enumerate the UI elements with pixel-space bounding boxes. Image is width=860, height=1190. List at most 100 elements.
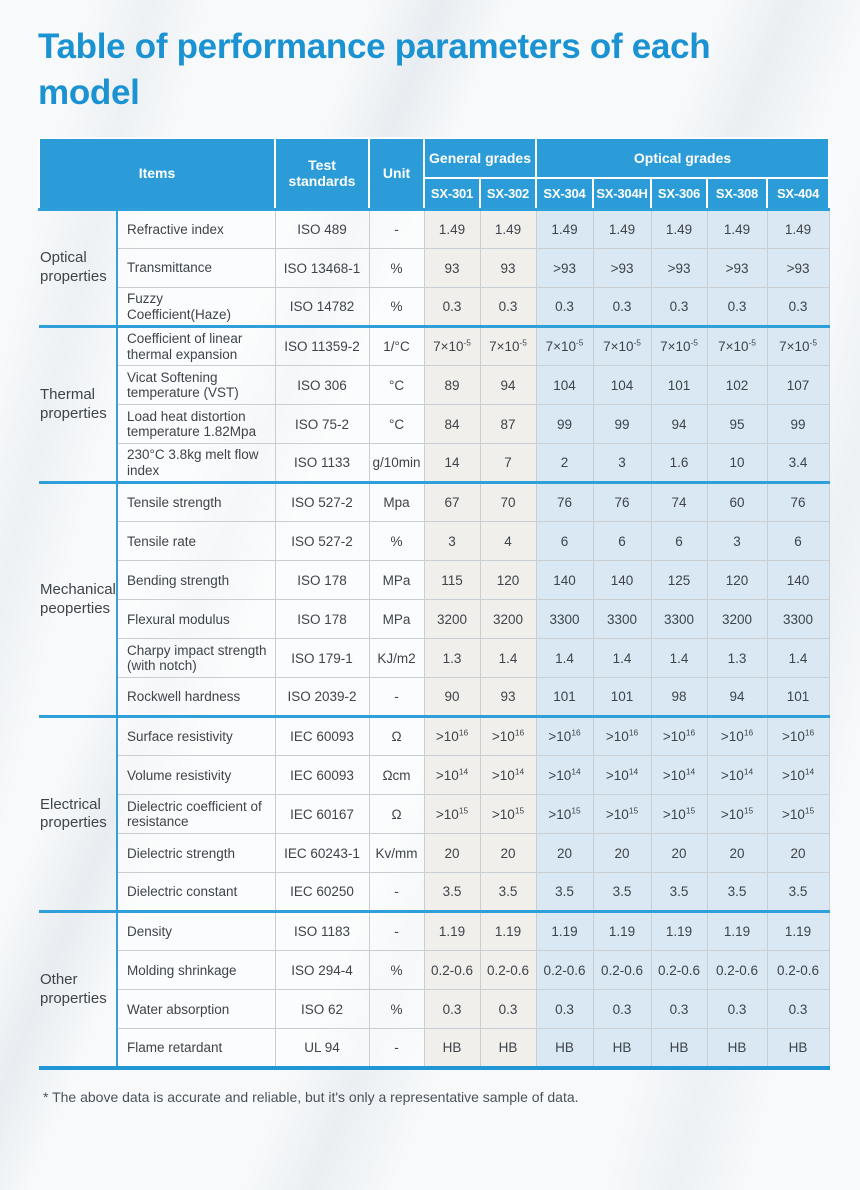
cell-item: Refractive index — [116, 209, 276, 250]
section-other-properties: Other properties Density ISO 1183-1.19 1.19… — [39, 911, 830, 1069]
cell-value: 99 — [766, 404, 830, 445]
cell-value: 7×10-5 — [650, 326, 708, 367]
cell-unit: Ωcm — [368, 755, 425, 796]
section-label: Thermal properties — [39, 326, 118, 483]
cell-value: >93 — [535, 248, 594, 289]
table-header: Items Test standards Unit General grades… — [37, 136, 831, 211]
header-row-models: SX-301 SX-302 SX-304 SX-304H SX-306 SX-3… — [39, 176, 831, 211]
cell-value: 3300 — [592, 599, 652, 640]
table-row: Mechanical peoperties Tensile strength ISO… — [39, 482, 830, 717]
cell-value: 1.19 — [766, 911, 830, 952]
section-electrical-properties: Electrical properties Surface resistivity… — [39, 716, 830, 913]
cell-value: 1.19 — [650, 911, 708, 952]
cell-value: 14 — [423, 443, 481, 484]
cell-unit: % — [368, 950, 425, 991]
table-row: Other properties Density ISO 1183-1.19 1.19… — [39, 911, 830, 1068]
cell-value: 99 — [535, 404, 594, 445]
cell-standard: ISO 179-1 — [274, 638, 370, 679]
cell-value: 1.4 — [766, 638, 830, 679]
cell-value: >1015 — [423, 794, 481, 835]
cell-value: 0.3 — [766, 989, 830, 1030]
cell-value: 0.3 — [479, 989, 537, 1030]
cell-unit: KJ/m2 — [368, 638, 425, 679]
cell-value: 1.19 — [706, 911, 768, 952]
cell-value: 94 — [706, 677, 768, 718]
cell-value: 120 — [706, 560, 768, 601]
cell-value: >1015 — [650, 794, 708, 835]
section-mechanical-peoperties: Mechanical peoperties Tensile strength ISO… — [39, 482, 830, 718]
cell-item: Transmittance — [116, 248, 276, 289]
cell-value: HB — [650, 1028, 708, 1069]
cell-standard: ISO 489 — [274, 209, 370, 250]
cell-value: 140 — [592, 560, 652, 601]
cell-unit: Mpa — [368, 482, 425, 523]
cell-value: 3.5 — [592, 872, 652, 913]
cell-item: Fuzzy Coefficient(Haze) — [116, 287, 276, 328]
cell-value: 120 — [479, 560, 537, 601]
cell-value: HB — [706, 1028, 768, 1069]
cell-value: >93 — [766, 248, 830, 289]
header-test-standards: Test standards — [274, 136, 371, 211]
cell-unit: - — [368, 677, 425, 718]
cell-value: >1015 — [592, 794, 652, 835]
cell-value: 0.3 — [535, 287, 594, 328]
table-row: Flexural modulus ISO 178 MPa 3200 3200 3300 33… — [39, 599, 830, 640]
cell-value: 90 — [423, 677, 481, 718]
table-row: Fuzzy Coefficient(Haze) ISO 14782% 0.3 0.3 0… — [39, 287, 830, 328]
table-row: Charpy impact strength (with notch) ISO 1… — [39, 638, 830, 679]
cell-value: 7×10-5 — [766, 326, 830, 367]
table-row: Electrical properties Surface resistivity… — [39, 716, 830, 912]
cell-value: 6 — [766, 521, 830, 562]
cell-standard: IEC 60243-1 — [274, 833, 370, 874]
cell-value: 7×10-5 — [423, 326, 481, 367]
cell-value: 0.3 — [766, 287, 830, 328]
cell-unit: - — [368, 911, 425, 952]
cell-value: 0.3 — [479, 287, 537, 328]
cell-item: Tensile rate — [116, 521, 276, 562]
cell-value: 0.3 — [535, 989, 594, 1030]
cell-value: 95 — [706, 404, 768, 445]
cell-standard: ISO 178 — [274, 599, 370, 640]
table-row: Dielectric strength IEC 60243-1 Kv/mm 20 20 2… — [39, 833, 830, 874]
cell-value: 101 — [650, 365, 708, 406]
cell-unit: Kv/mm — [368, 833, 425, 874]
table-row: Tensile rate ISO 527-2% 3 4 6 6 6 3 6 — [39, 521, 830, 562]
cell-value: 101 — [535, 677, 594, 718]
cell-unit: % — [368, 287, 425, 328]
cell-value: 1.4 — [592, 638, 652, 679]
cell-value: >1015 — [535, 794, 594, 835]
table-row: Water absorption ISO 62% 0.3 0.3 0.3 0.3 0.3 0.… — [39, 989, 830, 1030]
cell-unit: MPa — [368, 560, 425, 601]
cell-unit: 1/°C — [368, 326, 425, 367]
cell-value: 99 — [592, 404, 652, 445]
cell-standard: ISO 178 — [274, 560, 370, 601]
header-model-sx-302: SX-302 — [479, 176, 538, 211]
cell-value: HB — [479, 1028, 537, 1069]
cell-value: 3200 — [423, 599, 481, 640]
cell-value: 94 — [650, 404, 708, 445]
cell-value: 0.2-0.6 — [650, 950, 708, 991]
cell-value: 1.4 — [479, 638, 537, 679]
cell-value: 20 — [706, 833, 768, 874]
cell-item: Vicat Softening temperature (VST) — [116, 365, 276, 406]
cell-unit: % — [368, 989, 425, 1030]
cell-value: 2 — [535, 443, 594, 484]
cell-value: 1.19 — [535, 911, 594, 952]
table-row: Vicat Softening temperature (VST) ISO 306… — [39, 365, 830, 406]
table-row: Rockwell hardness ISO 2039-2-90 93 101 101 98… — [39, 677, 830, 718]
performance-table: Items Test standards Unit General grades… — [37, 136, 831, 1070]
cell-standard: IEC 60093 — [274, 755, 370, 796]
cell-item: Tensile strength — [116, 482, 276, 523]
cell-value: 140 — [766, 560, 830, 601]
cell-value: 0.2-0.6 — [423, 950, 481, 991]
cell-value: 7×10-5 — [592, 326, 652, 367]
cell-value: 102 — [706, 365, 768, 406]
cell-value: HB — [766, 1028, 830, 1069]
cell-standard: IEC 60093 — [274, 716, 370, 757]
cell-value: 3.5 — [706, 872, 768, 913]
cell-value: 1.3 — [706, 638, 768, 679]
cell-value: 101 — [592, 677, 652, 718]
cell-value: 7×10-5 — [706, 326, 768, 367]
cell-value: 3.5 — [766, 872, 830, 913]
cell-value: 1.4 — [650, 638, 708, 679]
